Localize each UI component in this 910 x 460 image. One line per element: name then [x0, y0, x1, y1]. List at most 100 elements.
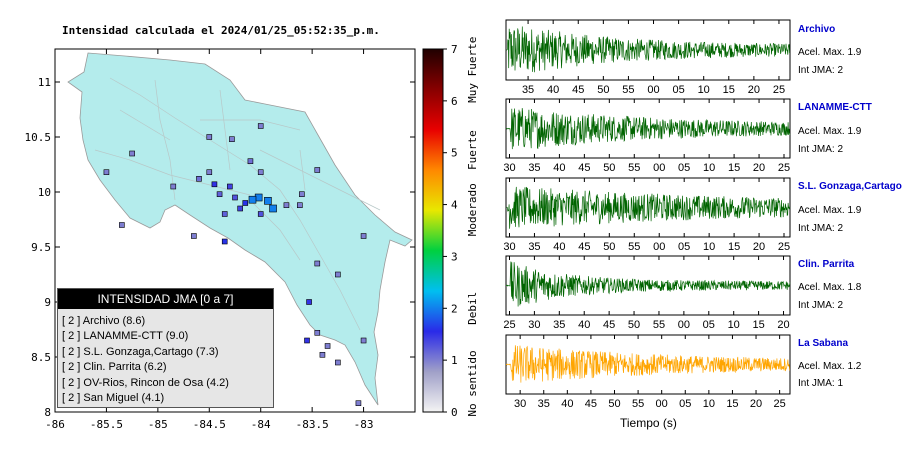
map-x-tick-label: -85	[148, 418, 168, 431]
intensity-point	[314, 329, 321, 336]
map-y-tick-label: 9	[44, 296, 51, 309]
station-peak-acceleration: Acel. Max. 1.9	[798, 47, 862, 58]
waveform-tick-label: 40	[553, 162, 565, 174]
intensity-point	[306, 299, 312, 305]
waveform-tick-label: 25	[778, 162, 790, 174]
waveform-trace	[505, 26, 790, 73]
intensity-point	[360, 233, 367, 239]
legend-item: [ 2 ] LANAMME-CTT (9.0)	[62, 330, 189, 343]
waveform-tick-label: 15	[728, 241, 740, 253]
waveform-tick-label: 45	[603, 319, 615, 331]
waveform-tick-label: 20	[777, 319, 789, 331]
colorbar-tick-label: 0	[451, 406, 458, 419]
intensity-point	[221, 211, 228, 217]
waveform-tick-label: 10	[728, 319, 740, 331]
intensity-point	[296, 202, 303, 208]
intensity-point	[335, 359, 341, 366]
waveform-tick-label: 05	[678, 162, 690, 174]
colorbar-tick-label: 1	[451, 354, 458, 367]
intensity-point	[355, 400, 362, 407]
intensity-colorbar: 0 1 2 3 4 5 6 7 No sentido Debil Moderado Fuerte Muy…	[422, 37, 479, 419]
legend-list: [ 2 ] Archivo (8.6) [ 2 ] LANAMME-CTT (9…	[62, 314, 229, 406]
map-x-tick-label: -84	[251, 418, 271, 431]
waveform-tick-label: 30	[503, 241, 515, 253]
intensity-point	[191, 233, 197, 239]
colorbar-tick-label: 3	[451, 250, 458, 263]
station-peak-acceleration: Acel. Max. 1.8	[798, 282, 862, 293]
colorbar-class-label: Moderado	[466, 183, 479, 236]
legend-item: [ 2 ] San Miguel (4.1)	[62, 392, 165, 405]
map-y-tick-label: 11	[38, 76, 51, 89]
station-jma-intensity: Int JMA: 2	[798, 223, 844, 234]
intensity-point	[314, 260, 321, 267]
station-jma-intensity: Int JMA: 1	[798, 378, 844, 389]
intensity-point	[211, 181, 218, 188]
map-y-tick-label: 8	[44, 406, 51, 419]
costa-rica-landmass	[67, 52, 413, 406]
station-name: La Sabana	[798, 338, 849, 349]
waveform-tick-label: 25	[503, 319, 515, 331]
station-peak-acceleration: Acel. Max. 1.2	[798, 361, 862, 372]
waveform-tick-label: 55	[622, 84, 634, 96]
intensity-point	[196, 176, 202, 182]
waveform-tick-label: 10	[703, 398, 715, 410]
waveform-panel: 30 35 40 45 50 55 00 05 10 15 20 25	[503, 98, 791, 174]
waveform-tick-label: 25	[773, 84, 785, 96]
intensity-point	[299, 191, 305, 197]
waveform-tick-label: 00	[678, 319, 690, 331]
intensity-point	[232, 194, 238, 201]
waveform-tick-label: 35	[553, 319, 565, 331]
map-frame: -86 -85.5 -85 -84.5 -84 -83.5 -83 11 10.5 10 9.5 9 8…	[25, 48, 416, 431]
waveform-tick-label: 35	[528, 241, 540, 253]
waveform-tick-label: 50	[603, 241, 615, 253]
colorbar-tick-label: 4	[451, 199, 458, 212]
intensity-point	[206, 169, 213, 175]
colorbar-tick-label: 6	[451, 95, 458, 108]
legend-item: [ 2 ] Archivo (8.6)	[62, 315, 146, 327]
colorbar-class-label: No sentido	[466, 350, 479, 416]
waveform-tick-label: 00	[647, 84, 659, 96]
waveform-tick-label: 55	[628, 241, 640, 253]
map-y-tick-label: 10.5	[25, 131, 52, 144]
intensity-point	[247, 158, 254, 164]
map-border	[54, 48, 416, 413]
waveform-tick-label: 05	[703, 319, 715, 331]
legend-item: [ 2 ] S.L. Gonzaga,Cartago (7.3)	[62, 345, 219, 358]
waveform-panel: 30 35 40 45 50 55 00 05 10 15 20 25	[503, 177, 791, 253]
intensity-point	[360, 337, 367, 344]
waveform-tick-label: 55	[653, 319, 665, 331]
waveform-tick-label: 50	[628, 319, 640, 331]
map-y-tick-label: 9.5	[31, 241, 51, 254]
waveform-panel: 25 30 35 40 45 50 55 00 05 10 15 20	[503, 255, 791, 331]
station-name: Archivo	[798, 24, 836, 35]
waveform-panel: 30 35 40 45 50 55 00 05 10 15 20 25	[505, 334, 791, 410]
waveform-tick-label: 15	[752, 319, 764, 331]
colorbar-tick-label: 2	[451, 302, 458, 315]
map-x-tick-label: -84.5	[193, 418, 226, 431]
colorbar-class-label: Fuerte	[466, 130, 479, 170]
waveform-trace	[505, 186, 791, 229]
waveform-tick-label: 50	[603, 162, 615, 174]
intensity-point	[129, 150, 135, 157]
waveform-tick-label: 00	[656, 398, 668, 410]
intensity-point	[206, 134, 213, 140]
station-name: S.L. Gonzaga,Cartago	[798, 181, 902, 192]
waveform-tick-label: 55	[632, 398, 644, 410]
intensity-point	[248, 195, 257, 204]
legend-item: [ 2 ] OV-Rios, Rincon de Osa (4.2)	[62, 376, 229, 389]
waveform-tick-label: 35	[538, 398, 550, 410]
intensity-point	[227, 183, 233, 190]
waveform-tick-label: 25	[778, 241, 790, 253]
waveform-tick-label: 10	[703, 162, 715, 174]
waveform-tick-label: 20	[753, 162, 765, 174]
colorbar-bar	[422, 48, 444, 413]
waveform-tick-label: 45	[585, 398, 597, 410]
intensity-point	[319, 351, 326, 358]
station-name: LANAMME-CTT	[798, 102, 872, 113]
waveform-tick-label: 45	[572, 84, 584, 96]
intensity-point	[257, 123, 264, 129]
legend-item: [ 2 ] Clin. Parrita (6.2)	[62, 361, 167, 374]
waveform-tick-label: 20	[753, 241, 765, 253]
waveform-tick-label: 05	[678, 241, 690, 253]
intensity-point	[304, 337, 310, 344]
